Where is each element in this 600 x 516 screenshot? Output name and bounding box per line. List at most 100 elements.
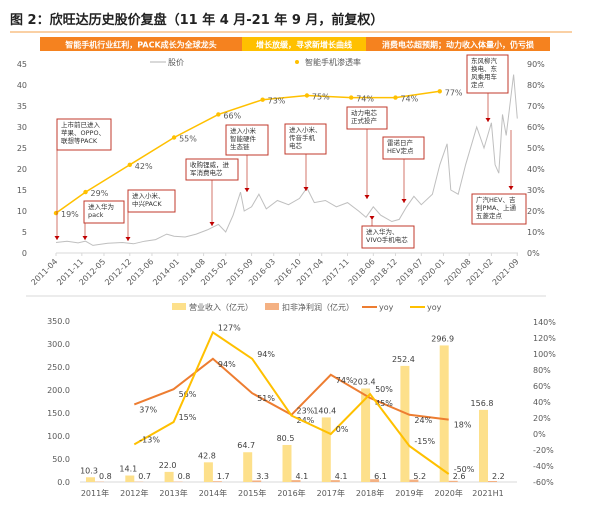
annotation-box	[56, 118, 112, 151]
penetration-label: 73%	[268, 97, 286, 106]
penetration-label: 75%	[312, 93, 330, 102]
annotation-box	[83, 200, 125, 224]
penetration-point	[171, 135, 177, 140]
x-tick-label: 2020年	[435, 488, 463, 498]
revenue-label: 64.7	[237, 441, 255, 450]
annotation-text: 苹果、OPPO、	[61, 128, 105, 137]
y-right-tick-label: 40%	[527, 165, 545, 174]
profit-yoy-line	[133, 330, 450, 475]
profit-label: 2.6	[453, 472, 466, 481]
y-left-tick-label: 0.0	[57, 478, 70, 487]
annotation-text: 进入小米	[230, 126, 257, 135]
y-left-tick-label: 0	[22, 249, 27, 258]
y-right-tick-label: 30%	[527, 186, 545, 195]
yoy-label: 18%	[454, 421, 472, 430]
y-right-tick-label: 60%	[527, 123, 545, 132]
yoy-label: -13%	[139, 435, 160, 444]
penetration-label: 74%	[356, 95, 374, 104]
revenue-bar	[479, 409, 488, 482]
annotation-box	[466, 54, 509, 94]
penetration-point	[216, 112, 221, 117]
penetration-label: 19%	[61, 210, 79, 219]
revenue-label: 42.8	[198, 451, 216, 460]
annotation-box	[382, 136, 425, 160]
x-tick-label: 2012年	[120, 488, 148, 498]
penetration-point	[260, 97, 265, 102]
y-left-tick-label: 20	[17, 165, 27, 174]
penetration-line	[55, 90, 440, 214]
annotation-text: 中兴PACK	[132, 199, 162, 208]
revenue-label: 140.4	[313, 406, 336, 415]
revenue-bar	[243, 452, 253, 482]
y-right-tick-label: 20%	[527, 207, 545, 216]
yoy-label: 24%	[297, 416, 315, 425]
legend-price-label: 股价	[168, 58, 184, 67]
revenue-label: 203.4	[353, 377, 376, 386]
y-right-tick-label: 20%	[533, 414, 551, 423]
legend-swatch	[265, 303, 279, 310]
penetration-label: 42%	[135, 162, 153, 171]
y-left-tick-label: 150.0	[47, 409, 70, 418]
annotation-text: 电芯	[289, 141, 303, 150]
annotation-text: 生态链	[230, 142, 250, 151]
annotation-marker-icon	[209, 222, 215, 226]
annotation-marker-icon	[303, 187, 309, 191]
annotation-marker-icon	[369, 216, 375, 220]
revenue-bar	[125, 475, 135, 482]
profit-bar	[370, 479, 380, 482]
x-tick-label: 2011年	[81, 488, 109, 498]
yoy-label: 51%	[257, 394, 275, 403]
profit-bar	[212, 481, 222, 482]
profit-label: 0.8	[178, 472, 191, 481]
annotation-marker-icon	[485, 118, 491, 122]
penetration-label: 55%	[179, 135, 197, 144]
x-tick-label: 2014年	[199, 488, 227, 498]
y-right-tick-label: -40%	[533, 462, 554, 471]
penetration-point	[437, 89, 442, 94]
yoy-label: 24%	[414, 416, 432, 425]
yoy-label: -50%	[454, 465, 475, 474]
annotation-box	[361, 225, 415, 249]
banner-segment	[40, 37, 242, 51]
x-tick-label: 2018年	[356, 488, 384, 498]
annotation-text: 正式投产	[351, 116, 378, 125]
annotation-text: VIVO手机电芯	[366, 235, 408, 244]
revenue-bar	[282, 444, 292, 482]
profit-label: 3.3	[256, 472, 269, 481]
yoy-label: 23%	[297, 407, 315, 416]
yoy-label: 56%	[179, 390, 197, 399]
y-left-tick-label: 100.0	[47, 432, 70, 441]
yoy-label: 94%	[218, 360, 236, 369]
annotation-text: 进入华为	[88, 202, 114, 211]
stock-price-chart: 0 5 10 15 20 25 30 35 40 45 0% 10% 20% 30% 40% 50% 60% 70…	[17, 54, 545, 287]
annotation-box	[225, 124, 269, 156]
yoy-label: -15%	[414, 437, 435, 446]
annotation-text: 东风柳汽	[471, 56, 498, 65]
revenue-label: 22.0	[159, 461, 177, 470]
banner-segment	[242, 37, 366, 51]
yoy-label: 37%	[139, 405, 157, 414]
annotation-marker-icon	[82, 236, 88, 240]
profit-bar	[448, 480, 458, 482]
y-right-tick-label: 70%	[527, 102, 545, 111]
y-right-tick-label: -60%	[533, 478, 554, 487]
y-right-tick-label: 10%	[527, 228, 545, 237]
revenue-label: 80.5	[277, 434, 295, 443]
y-left-tick-label: 10	[17, 207, 27, 216]
profit-label: 0.7	[138, 472, 151, 481]
legend-label: 营业收入（亿元）	[189, 302, 253, 312]
x-tick-label: 2016年	[277, 488, 305, 498]
banner-text: 增长放缓，寻求新增长曲线	[256, 40, 352, 50]
y-left-tick-label: 200.0	[47, 386, 70, 395]
legend-label: 扣非净利润（亿元）	[282, 302, 354, 312]
penetration-label: 29%	[91, 189, 109, 198]
banner-segment	[366, 37, 550, 51]
x-tick-label: 2017-11	[321, 257, 351, 287]
profit-label: 0.8	[99, 472, 112, 481]
phase-banner: 智能手机行业红利，PACK成长为全球龙头 增长放缓，寻求新增长曲线 消费电芯超预期；…	[40, 37, 550, 51]
